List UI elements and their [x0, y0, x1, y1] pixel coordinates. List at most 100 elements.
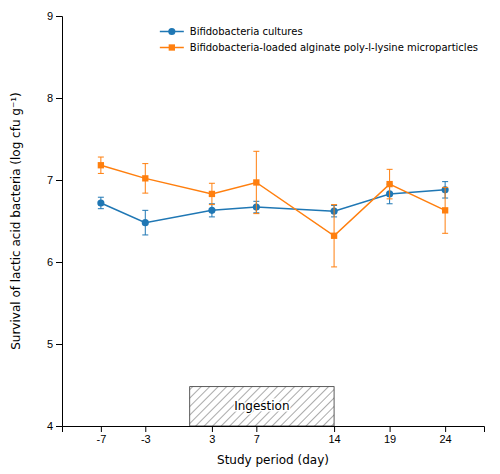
legend-swatch-marker — [168, 28, 175, 35]
legend-entry: Bifidobacteria cultures — [160, 26, 303, 37]
error-bar-cap — [387, 198, 393, 199]
x-axis-title: Study period (day) — [217, 453, 329, 467]
x-tick-mark — [390, 426, 391, 432]
x-tick-mark — [445, 426, 446, 432]
y-tick-mark — [56, 180, 62, 181]
y-tick: 4 — [47, 420, 62, 432]
legend-swatch-marker — [169, 44, 175, 50]
x-tick-mark — [212, 426, 213, 432]
y-tick: 8 — [47, 92, 62, 104]
point — [386, 181, 392, 187]
y-tick-mark — [56, 262, 62, 263]
error-bar-cap — [253, 213, 259, 214]
x-tick-label: -3 — [141, 433, 151, 445]
error-bar — [98, 197, 104, 208]
legend-label: Bifidobacteria cultures — [190, 26, 303, 37]
error-bar — [442, 187, 448, 233]
error-bar — [209, 183, 215, 204]
x-tick-mark — [334, 426, 335, 432]
x-tick: 3 — [209, 426, 215, 445]
annotation-region — [190, 387, 334, 426]
error-bar-cap — [142, 210, 148, 211]
error-bar — [253, 151, 259, 213]
point — [208, 207, 215, 214]
y-tick-label: 4 — [47, 420, 53, 432]
y-tick-mark — [56, 16, 62, 17]
x-tick-mark — [101, 426, 102, 432]
error-bar — [387, 169, 393, 199]
error-bar-cap — [98, 173, 104, 174]
x-tick: 24 — [440, 426, 452, 445]
x-tick: 7 — [254, 426, 260, 445]
y-tick-mark — [56, 344, 62, 345]
x-tick-label: 7 — [254, 433, 260, 445]
point — [142, 175, 148, 181]
point — [142, 219, 149, 226]
error-bar — [98, 157, 104, 173]
error-bar-cap — [209, 183, 215, 184]
y-tick-label: 6 — [47, 256, 53, 268]
point — [442, 207, 448, 213]
error-bar-cap — [209, 204, 215, 205]
y-tick-label: 9 — [47, 10, 53, 22]
error-bar-cap — [442, 181, 448, 182]
error-bar-cap — [98, 208, 104, 209]
error-bar-cap — [253, 151, 259, 152]
point — [253, 179, 259, 185]
point — [97, 199, 104, 206]
error-bar-cap — [209, 216, 215, 217]
x-tick: 14 — [328, 426, 340, 445]
x-tick: -7 — [96, 426, 106, 445]
y-tick: 6 — [47, 256, 62, 268]
error-bar — [142, 164, 148, 194]
annotation-label: Ingestion — [234, 399, 289, 413]
error-bar-cap — [387, 169, 393, 170]
x-tick-label: 24 — [440, 433, 452, 445]
y-axis: 4 5 6 7 8 9 — [47, 10, 63, 432]
x-axis: -7 -3 3 7 14 19 24 — [63, 426, 485, 445]
series-line — [101, 165, 445, 236]
y-tick: 5 — [47, 338, 62, 350]
point — [209, 191, 215, 197]
y-tick: 9 — [47, 10, 62, 22]
error-bar-cap — [331, 204, 337, 205]
point — [331, 233, 337, 239]
error-bar-cap — [142, 193, 148, 194]
error-bar-cap — [387, 203, 393, 204]
x-tick: 19 — [384, 426, 396, 445]
error-bar — [331, 205, 337, 267]
series — [98, 151, 449, 267]
x-tick-label: -7 — [96, 433, 106, 445]
error-bar-cap — [142, 234, 148, 235]
legend-entry: Bifidobacteria-loaded alginate poly-l-ly… — [160, 42, 478, 53]
y-tick-label: 8 — [47, 92, 53, 104]
x-tick-mark — [256, 426, 257, 432]
y-tick-label: 7 — [47, 174, 53, 186]
x-tick-label: 19 — [384, 433, 396, 445]
error-bar — [142, 210, 148, 235]
y-tick-mark — [56, 98, 62, 99]
x-tick-label: 3 — [209, 433, 215, 445]
error-bar — [209, 204, 215, 217]
x-axis-line — [63, 427, 485, 433]
marks — [97, 151, 448, 426]
legend-label: Bifidobacteria-loaded alginate poly-l-ly… — [190, 42, 478, 53]
error-bar-cap — [442, 187, 448, 188]
error-bar-cap — [98, 197, 104, 198]
y-tick-label: 5 — [47, 338, 53, 350]
error-bar-cap — [331, 266, 337, 267]
point — [98, 162, 104, 168]
series — [97, 182, 448, 235]
x-tick-label: 14 — [328, 433, 340, 445]
y-tick: 7 — [47, 174, 62, 186]
y-axis-line — [56, 17, 63, 427]
legend: Bifidobacteria cultures Bifidobacteria-lo… — [160, 26, 478, 53]
x-tick: -3 — [141, 426, 151, 445]
error-bar-cap — [142, 163, 148, 164]
error-bar-cap — [98, 157, 104, 158]
chart: -7 -3 3 7 14 19 24 4 5 6 7 8 9 Study period (day) Surv… — [0, 0, 500, 474]
y-axis-title: Survival of lactic acid bacteria (log cf… — [9, 92, 23, 350]
plot: -7 -3 3 7 14 19 24 4 5 6 7 8 9 Study period (day) Surv… — [9, 10, 485, 467]
x-tick-mark — [145, 426, 146, 432]
error-bar-cap — [442, 233, 448, 234]
